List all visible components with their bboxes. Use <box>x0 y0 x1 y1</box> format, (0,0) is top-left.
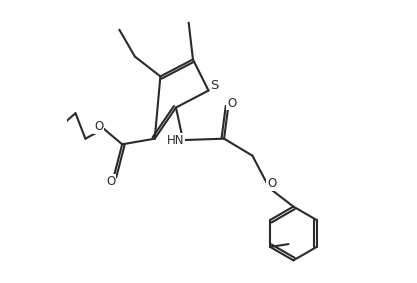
Text: O: O <box>267 177 276 190</box>
Text: HN: HN <box>167 134 185 147</box>
Text: O: O <box>227 97 236 110</box>
Text: O: O <box>94 120 103 133</box>
Text: S: S <box>211 79 219 92</box>
Text: O: O <box>106 175 116 188</box>
